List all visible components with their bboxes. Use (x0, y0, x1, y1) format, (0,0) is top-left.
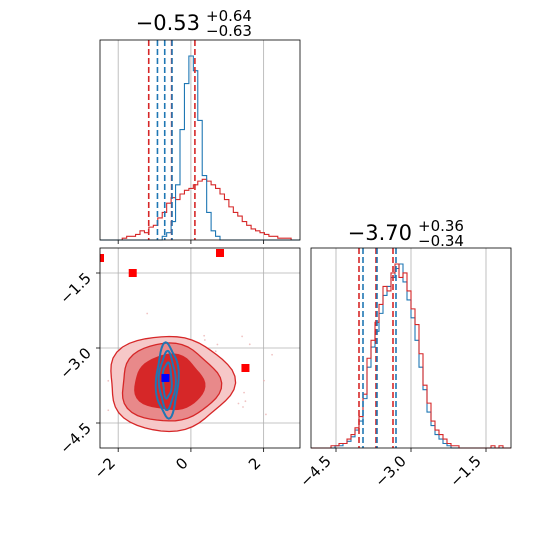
sample-point (248, 343, 251, 346)
sample-point (82, 321, 84, 323)
sample-point (216, 343, 219, 346)
param2-histogram-panel: −4.5 −3.0 −1.5 (296, 247, 512, 491)
param1-title-lower: −0.63 (206, 22, 252, 40)
param1-tick-label: 0 (172, 454, 191, 473)
param2-joint-tick-label: −4.5 (56, 419, 94, 457)
param1-hist-frame (99, 39, 301, 241)
sample-point (203, 334, 206, 337)
param1-tick-label: −2 (91, 454, 119, 482)
truth-marker (161, 374, 170, 382)
sample-point (242, 406, 244, 408)
sample-point (203, 339, 206, 341)
param1-title-upper: +0.64 (206, 7, 252, 25)
outlier-marker (128, 269, 137, 277)
blue-contour-level-2 (157, 349, 177, 412)
param2-title: −3.70 (348, 221, 412, 245)
red-contour-level-1 (134, 353, 206, 411)
param2-title-lower: −0.34 (418, 232, 464, 250)
sample-point (263, 379, 265, 382)
sample-point (146, 312, 149, 315)
outlier-marker (216, 249, 224, 257)
sample-point (241, 335, 244, 338)
param1-tick-label: 2 (245, 454, 264, 473)
param1-hist-red (100, 178, 300, 241)
joint-plot-area (82, 249, 333, 433)
param2-title-value: −3.70 (348, 221, 412, 245)
outlier-marker (241, 364, 250, 372)
param2-title-upper: +0.36 (418, 217, 464, 235)
sample-point (107, 409, 110, 412)
param1-title: −0.53 (136, 11, 200, 35)
sample-point (107, 379, 110, 382)
param2-joint-tick-label: −1.5 (56, 269, 94, 307)
param1-histogram-panel (99, 39, 301, 244)
sample-point (89, 346, 91, 348)
outlier-marker (100, 254, 104, 262)
blue-contour-level-3 (154, 341, 180, 420)
param1-title-value: −0.53 (136, 11, 200, 35)
sample-point (331, 374, 333, 376)
sample-point (89, 414, 91, 416)
sample-point (243, 391, 245, 394)
sample-point (265, 413, 267, 416)
sample-point (244, 400, 247, 403)
param1-hist-blue (100, 55, 300, 241)
sample-point (271, 353, 273, 356)
joint-frame (99, 247, 301, 449)
joint-distribution-panel: −2 0 2 −4.5 −3.0 −1.5 (56, 247, 333, 482)
sample-point (214, 350, 217, 353)
sample-point (237, 402, 240, 405)
param2-tick-label: −1.5 (446, 452, 484, 490)
param2-hist-frame (310, 247, 512, 449)
param2-joint-tick-label: −3.0 (56, 344, 94, 382)
param2-tick-label: −4.5 (296, 452, 334, 490)
param2-tick-label: −3.0 (371, 452, 409, 490)
